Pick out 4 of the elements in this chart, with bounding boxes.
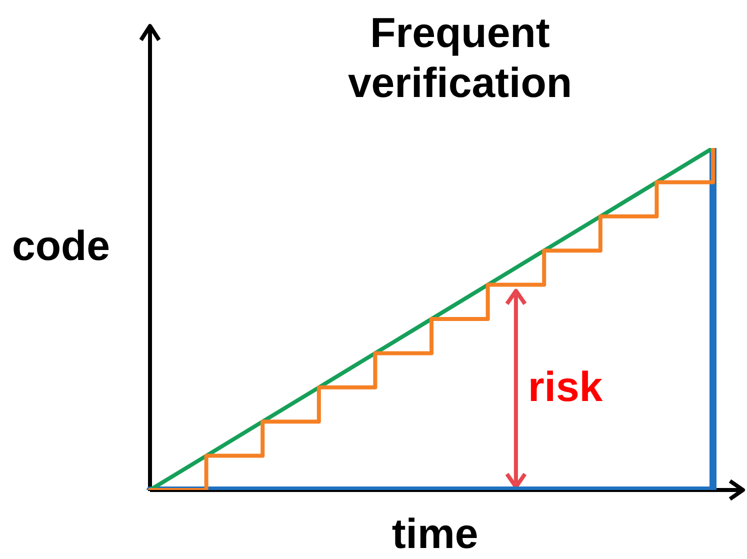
annotation: risk xyxy=(528,362,603,411)
x-axis-title: time xyxy=(390,510,480,558)
y-axis-title: code xyxy=(12,222,110,270)
chart-title: Frequent verification xyxy=(346,8,574,108)
